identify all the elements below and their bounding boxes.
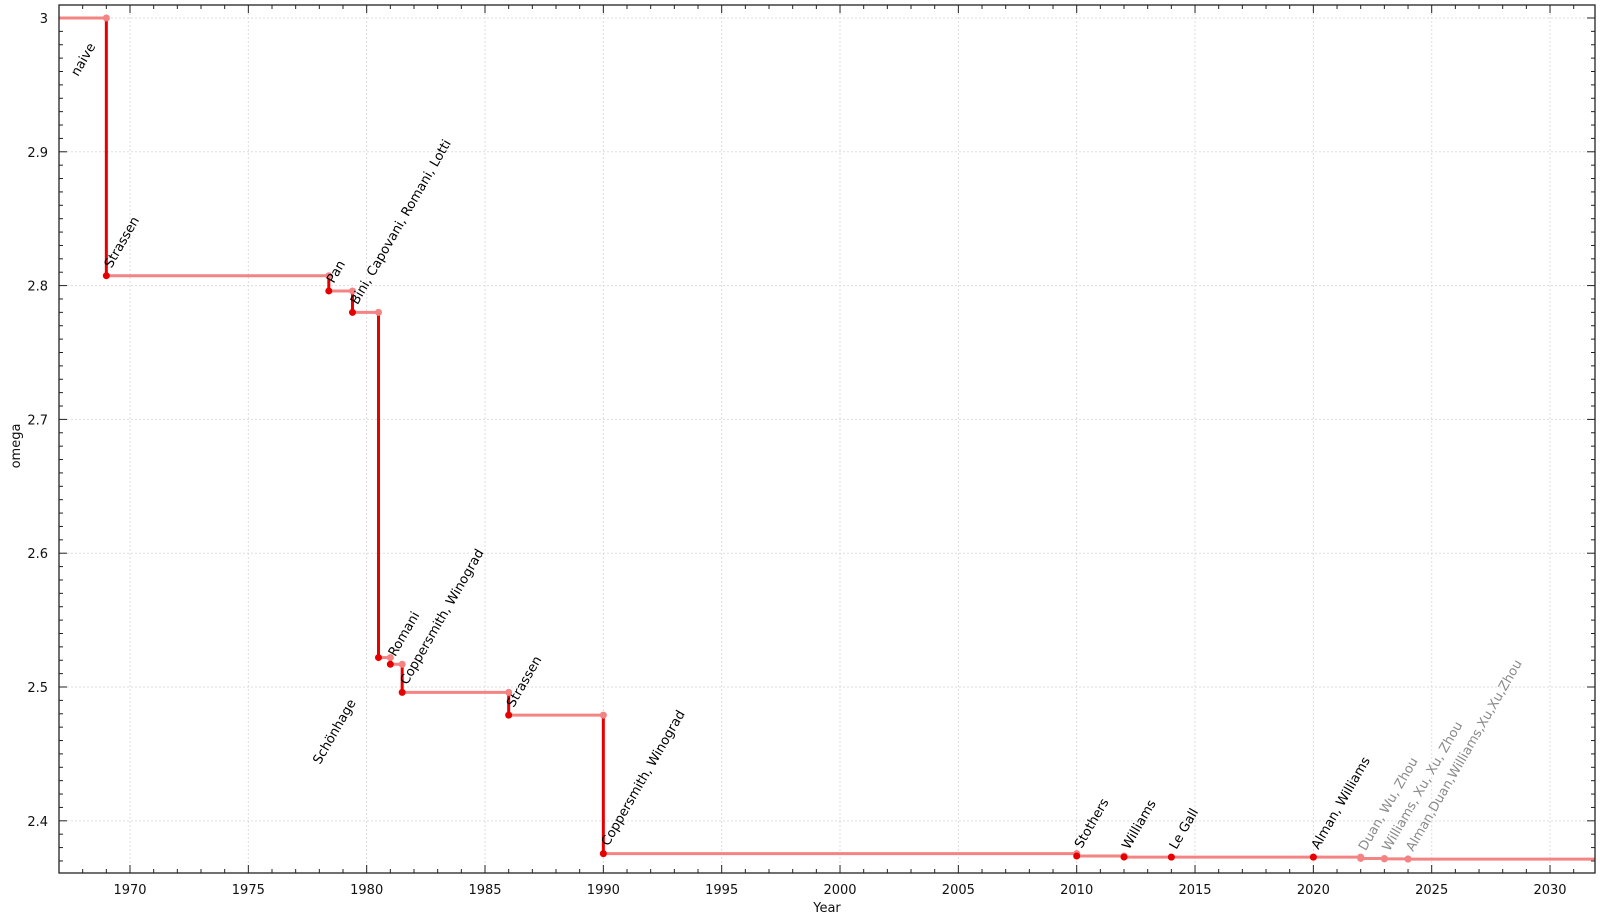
data-point <box>398 688 406 696</box>
point-label: Le Gall <box>1167 806 1202 852</box>
previous-value-marker <box>375 308 383 316</box>
y-tick-label: 2.4 <box>27 815 48 830</box>
data-point <box>386 660 394 668</box>
x-tick-label: 2025 <box>1415 883 1448 898</box>
previous-value-marker <box>386 654 394 662</box>
data-point <box>1120 853 1128 861</box>
x-tick-label: 2015 <box>1178 883 1211 898</box>
previous-value-marker <box>348 287 356 295</box>
x-tick-label: 1985 <box>468 883 501 898</box>
previous-value-marker <box>325 272 333 280</box>
previous-value-marker <box>599 711 607 719</box>
x-tick-label: 1980 <box>350 883 383 898</box>
data-point <box>599 850 607 858</box>
point-label: Strassen <box>504 654 545 710</box>
y-tick-label: 2.8 <box>27 280 48 295</box>
x-tick-label: 1975 <box>232 883 265 898</box>
point-label: Bini, Capovani, Romani, Lotti <box>348 137 455 307</box>
y-tick-label: 3 <box>40 12 48 27</box>
point-label: Stothers <box>1072 796 1112 851</box>
ticks: 1970 1975 1980 1985 1990 1995 2000 2005 2010 2015… <box>27 5 1595 898</box>
x-tick-label: 1995 <box>705 883 738 898</box>
data-point <box>1167 853 1175 861</box>
grid <box>59 5 1595 873</box>
data-point <box>325 287 333 295</box>
point-label: Williams <box>1119 797 1159 852</box>
previous-value-marker <box>505 688 513 696</box>
data-point <box>1404 855 1412 863</box>
point-label: naive <box>68 41 99 79</box>
x-axis-title: Year <box>812 901 841 916</box>
data-point <box>102 272 110 280</box>
y-axis-title: omega <box>9 424 24 469</box>
previous-value-marker <box>102 14 110 22</box>
data-point <box>375 654 383 662</box>
x-tick-label: 2010 <box>1060 883 1093 898</box>
x-tick-label: 2000 <box>823 883 856 898</box>
point-label: Strassen <box>102 214 143 270</box>
x-tick-label: 1970 <box>113 883 146 898</box>
series <box>59 14 1595 863</box>
y-tick-label: 2.9 <box>27 146 48 161</box>
x-tick-label: 2030 <box>1533 883 1566 898</box>
data-point <box>1073 852 1081 860</box>
previous-value-marker <box>398 660 406 668</box>
x-tick-label: 2020 <box>1297 883 1330 898</box>
point-label: Schönhage <box>310 697 359 767</box>
y-tick-label: 2.7 <box>27 413 48 428</box>
data-point <box>1309 853 1317 861</box>
point-label: Coppersmith, Winograd <box>599 708 689 849</box>
data-point <box>1380 855 1388 863</box>
data-point <box>505 711 513 719</box>
data-point <box>1357 854 1365 862</box>
y-tick-label: 2.5 <box>27 681 48 696</box>
x-tick-label: 1990 <box>587 883 620 898</box>
y-tick-label: 2.6 <box>27 547 48 562</box>
plot-frame <box>58 4 1596 874</box>
x-tick-label: 2005 <box>942 883 975 898</box>
data-point <box>348 308 356 316</box>
